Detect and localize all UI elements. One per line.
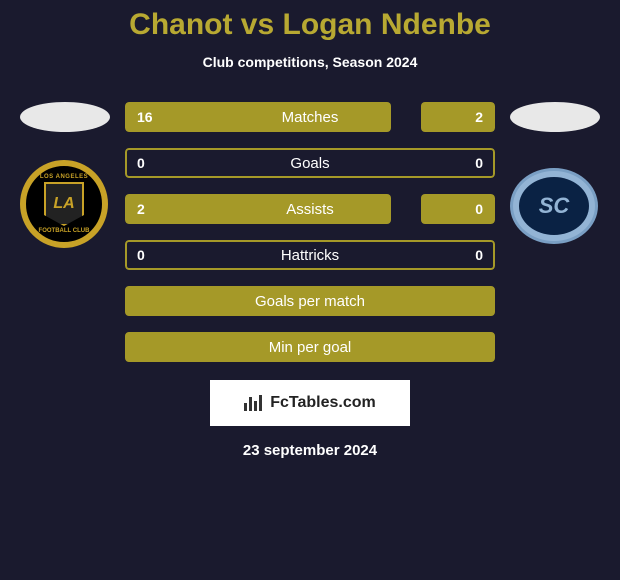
- stat-label: Assists: [286, 201, 334, 218]
- stat-full-label: Goals per match: [255, 293, 365, 310]
- stat-bar-right: [421, 194, 495, 224]
- stat-bar-right: [421, 102, 495, 132]
- infographic-container: Chanot vs Logan Ndenbe Club competitions…: [0, 0, 620, 580]
- fctables-text: FcTables.com: [270, 394, 376, 412]
- stat-value-right: 2: [475, 109, 483, 125]
- stat-value-left: 2: [137, 201, 145, 217]
- skc-badge-inner: SC: [519, 177, 589, 235]
- subtitle: Club competitions, Season 2024: [203, 54, 418, 70]
- stat-value-left: 0: [137, 247, 145, 263]
- lafc-text-bottom: FOOTBALL CLUB: [39, 228, 90, 234]
- stats-column: 16 2 Matches 0 0 Goals 2 0 Assists 0 0 Hattricks Goa…: [125, 102, 495, 362]
- stat-value-left: 16: [137, 109, 153, 125]
- lafc-badge-circle: LOS ANGELES LA FOOTBALL CLUB: [20, 160, 108, 248]
- stat-value-right: 0: [475, 155, 483, 171]
- stat-row-goals: 0 0 Goals: [125, 148, 495, 178]
- stat-full-goals-per-match: Goals per match: [125, 286, 495, 316]
- stat-bar-left: [125, 194, 391, 224]
- date-text: 23 september 2024: [243, 442, 377, 459]
- stat-label: Hattricks: [281, 247, 339, 264]
- skc-club-badge: SC: [510, 168, 600, 248]
- stat-value-right: 0: [475, 201, 483, 217]
- chart-icon: [244, 395, 264, 411]
- stat-bar-left: [125, 102, 391, 132]
- lafc-club-badge: LOS ANGELES LA FOOTBALL CLUB: [20, 160, 110, 260]
- left-avatar-placeholder: [20, 102, 110, 132]
- stat-row-hattricks: 0 0 Hattricks: [125, 240, 495, 270]
- main-content: LOS ANGELES LA FOOTBALL CLUB 16 2 Matches 0…: [0, 102, 620, 362]
- lafc-la-text: LA: [53, 195, 74, 213]
- right-avatar-placeholder: [510, 102, 600, 132]
- stat-value-left: 0: [137, 155, 145, 171]
- lafc-badge-inner: LOS ANGELES LA FOOTBALL CLUB: [34, 174, 94, 234]
- stat-label: Goals: [290, 155, 329, 172]
- lafc-shield: LA: [44, 182, 84, 226]
- stat-row-matches: 16 2 Matches: [125, 102, 495, 132]
- fctables-brand: FcTables.com: [210, 380, 410, 426]
- skc-logo-text: SC: [539, 193, 570, 219]
- page-title: Chanot vs Logan Ndenbe: [129, 8, 491, 42]
- stat-row-assists: 2 0 Assists: [125, 194, 495, 224]
- skc-badge-outer: SC: [510, 168, 598, 244]
- stat-value-right: 0: [475, 247, 483, 263]
- stat-full-label: Min per goal: [269, 339, 352, 356]
- stat-full-min-per-goal: Min per goal: [125, 332, 495, 362]
- right-player-column: SC: [505, 102, 605, 248]
- lafc-text-top: LOS ANGELES: [40, 174, 88, 180]
- left-player-column: LOS ANGELES LA FOOTBALL CLUB: [15, 102, 115, 260]
- stat-label: Matches: [282, 109, 339, 126]
